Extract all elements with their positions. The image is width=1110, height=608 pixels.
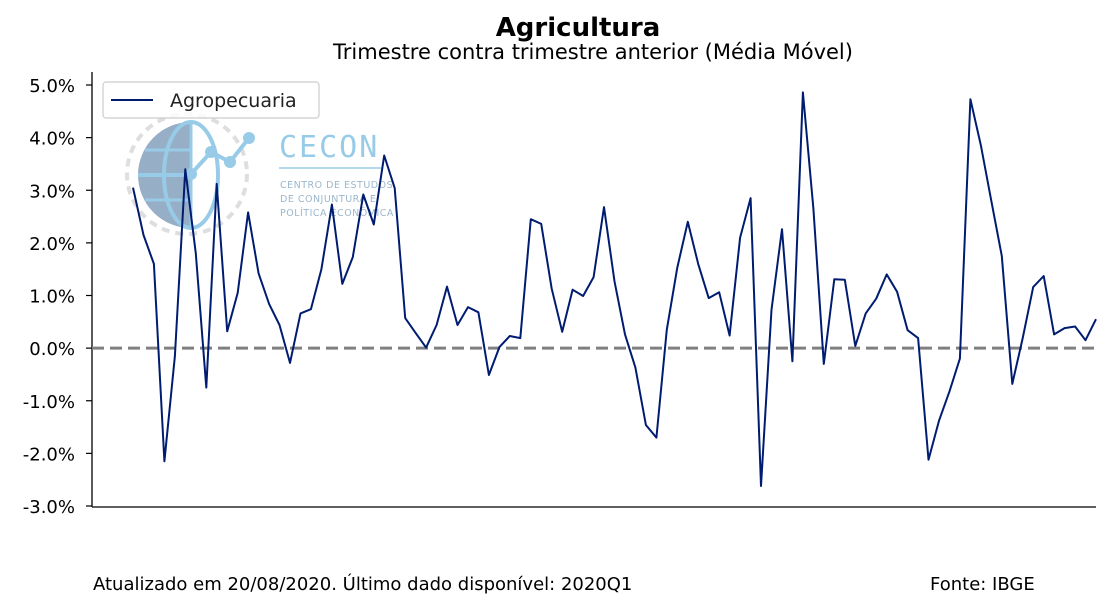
- logo-subtitle-2: DE CONJUNTURA E: [280, 194, 376, 205]
- series-layer: [132, 91, 1097, 487]
- y-tick-label: -1.0%: [23, 392, 75, 413]
- y-tick-label: 0.0%: [29, 339, 75, 360]
- growth-line-icon: [185, 132, 255, 180]
- logo-subtitle-3: POLÍTICA ECONÔMICA: [280, 207, 394, 219]
- y-tick-label: 5.0%: [29, 76, 75, 97]
- footer-updated: Atualizado em 20/08/2020. Último dado di…: [93, 573, 632, 595]
- chart-title: Agricultura: [496, 13, 661, 43]
- y-tick-label: 3.0%: [29, 181, 75, 202]
- axes: [91, 72, 1096, 508]
- globe-icon: [138, 120, 220, 230]
- cecon-logo: CECON CENTRO DE ESTUDOS DE CONJUNTURA E …: [125, 112, 394, 236]
- legend-box: [102, 81, 320, 119]
- y-ticks: 5.0% 4.0% 3.0% 2.0% 1.0% 0.0% -1.0% -2.0% -3.0%: [23, 76, 92, 518]
- logo-name: CECON: [279, 130, 379, 165]
- footer-source: Fonte: IBGE: [930, 574, 1035, 595]
- legend-label: Agropecuaria: [170, 90, 297, 112]
- y-tick-label: -3.0%: [23, 497, 75, 518]
- chart-subtitle: Trimestre contra trimestre anterior (Méd…: [332, 40, 853, 64]
- legend: Agropecuaria: [102, 81, 320, 119]
- y-tick-label: 1.0%: [29, 287, 75, 308]
- logo-subtitle-1: CENTRO DE ESTUDOS: [280, 180, 393, 191]
- series-line-0: [132, 91, 1097, 487]
- y-tick-label: 2.0%: [29, 234, 75, 255]
- y-tick-label: 4.0%: [29, 129, 75, 150]
- y-tick-label: -2.0%: [23, 444, 75, 465]
